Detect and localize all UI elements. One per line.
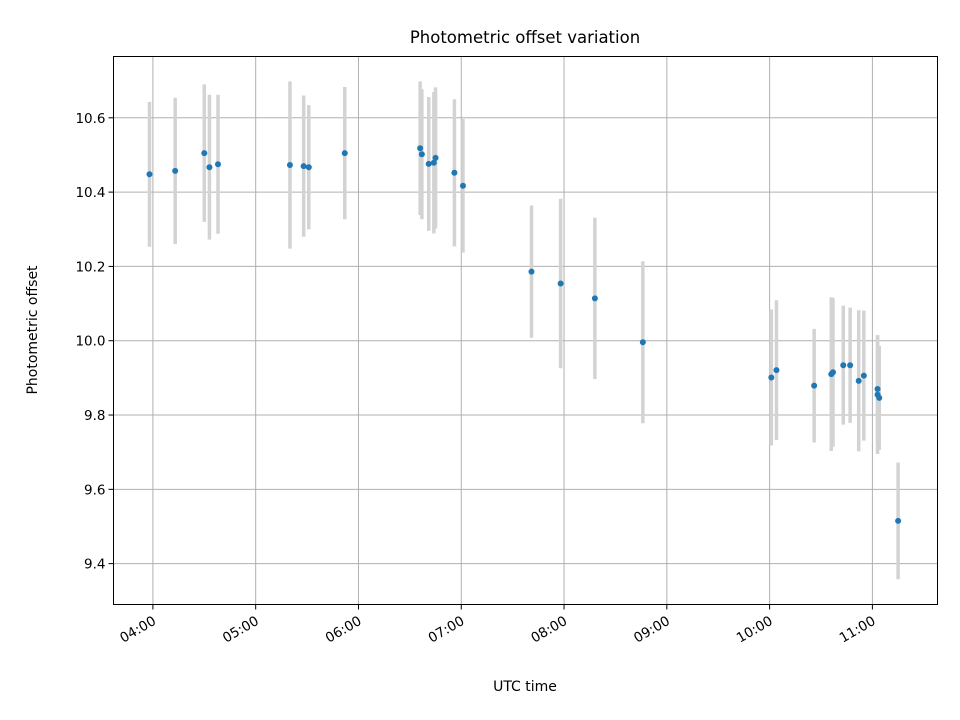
data-point xyxy=(830,369,837,376)
data-point xyxy=(768,374,775,381)
data-point xyxy=(214,161,221,168)
data-point xyxy=(840,362,847,369)
data-point xyxy=(425,160,432,167)
data-point xyxy=(418,151,425,158)
data-point xyxy=(206,164,213,171)
data-points xyxy=(146,145,902,524)
y-tick-label: 9.8 xyxy=(84,408,105,424)
data-point xyxy=(895,517,902,524)
data-point xyxy=(874,386,881,393)
data-point xyxy=(417,145,424,152)
data-point xyxy=(459,182,466,189)
data-point xyxy=(639,339,646,346)
data-point xyxy=(201,150,208,157)
data-point xyxy=(591,295,598,302)
data-point xyxy=(432,154,439,161)
x-axis-label: UTC time xyxy=(493,679,557,695)
data-point xyxy=(305,164,312,171)
y-tick-label: 10.2 xyxy=(75,259,105,275)
data-point xyxy=(300,163,307,170)
y-tick-label: 10.0 xyxy=(75,334,105,350)
data-point xyxy=(773,367,780,374)
data-point xyxy=(341,150,348,157)
data-point xyxy=(146,171,153,178)
data-point xyxy=(876,394,883,401)
y-tick-label: 10.4 xyxy=(75,185,105,201)
data-point xyxy=(855,377,862,384)
data-point xyxy=(860,372,867,379)
data-point xyxy=(451,169,458,176)
y-axis: 9.4 9.6 9.8 10.0 10.2 10.4 10.6 xyxy=(75,111,114,573)
data-point xyxy=(286,161,293,168)
y-tick-label: 10.6 xyxy=(75,111,105,127)
y-tick-label: 9.6 xyxy=(84,482,105,498)
plot-frame xyxy=(113,56,938,605)
data-point xyxy=(528,268,535,275)
data-point xyxy=(811,382,818,389)
grid xyxy=(113,56,938,605)
data-point xyxy=(430,159,437,166)
chart-title: Photometric offset variation xyxy=(410,28,640,47)
data-point xyxy=(557,280,564,287)
data-point xyxy=(172,167,179,174)
y-axis-label: Photometric offset xyxy=(25,265,41,395)
y-tick-label: 9.4 xyxy=(84,557,105,573)
data-point xyxy=(847,362,854,369)
